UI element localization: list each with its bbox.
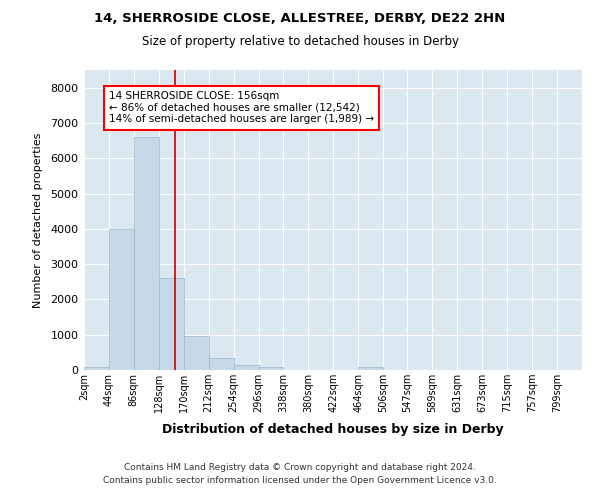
X-axis label: Distribution of detached houses by size in Derby: Distribution of detached houses by size …	[162, 424, 504, 436]
Bar	[159, 278, 184, 370]
Bar	[109, 229, 134, 370]
Text: Size of property relative to detached houses in Derby: Size of property relative to detached ho…	[142, 35, 458, 48]
Bar	[134, 137, 159, 370]
Text: Contains public sector information licensed under the Open Government Licence v3: Contains public sector information licen…	[103, 476, 497, 485]
Bar	[233, 366, 259, 370]
Bar	[259, 367, 283, 370]
Text: Contains HM Land Registry data © Crown copyright and database right 2024.: Contains HM Land Registry data © Crown c…	[124, 464, 476, 472]
Y-axis label: Number of detached properties: Number of detached properties	[34, 132, 43, 308]
Text: 14 SHERROSIDE CLOSE: 156sqm
← 86% of detached houses are smaller (12,542)
14% of: 14 SHERROSIDE CLOSE: 156sqm ← 86% of det…	[109, 91, 374, 124]
Bar	[184, 336, 209, 370]
Bar	[358, 367, 383, 370]
Bar	[209, 358, 233, 370]
Bar	[84, 367, 109, 370]
Text: 14, SHERROSIDE CLOSE, ALLESTREE, DERBY, DE22 2HN: 14, SHERROSIDE CLOSE, ALLESTREE, DERBY, …	[94, 12, 506, 26]
